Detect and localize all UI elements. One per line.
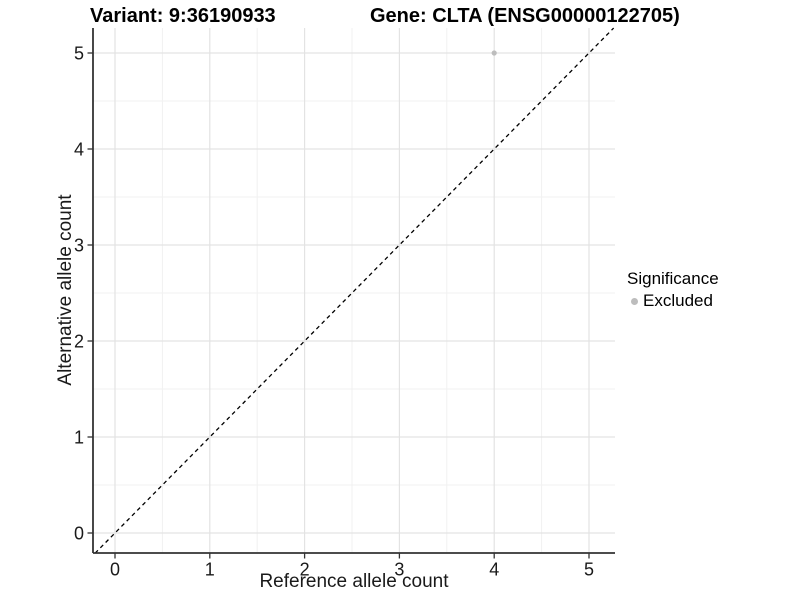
x-tick-label: 5	[584, 560, 594, 580]
x-tick-label: 4	[489, 560, 499, 580]
y-tick-label: 4	[74, 140, 84, 160]
legend-item-label: Excluded	[643, 291, 713, 310]
variant-title: Variant: 9:36190933	[90, 5, 276, 27]
legend: Significance Excluded	[627, 268, 719, 312]
x-tick-label: 1	[205, 560, 215, 580]
y-tick-label: 0	[74, 524, 84, 544]
excluded-point-icon	[631, 297, 638, 305]
y-tick-label: 5	[74, 44, 84, 64]
y-tick-label: 1	[74, 428, 84, 448]
y-tick-label: 2	[74, 332, 84, 352]
x-axis-title: Reference allele count	[259, 571, 449, 592]
legend-title: Significance	[627, 269, 719, 288]
identity-reference-line	[94, 27, 615, 554]
y-tick-label: 3	[74, 236, 84, 256]
x-tick-label: 2	[300, 560, 310, 580]
data-point	[491, 50, 497, 56]
legend-item-excluded: Excluded	[627, 290, 719, 312]
gene-title: Gene: CLTA (ENSG00000122705)	[370, 5, 680, 27]
x-tick-label: 0	[110, 560, 120, 580]
y-axis-title: Alternative allele count	[55, 194, 76, 386]
x-tick-label: 3	[394, 560, 404, 580]
